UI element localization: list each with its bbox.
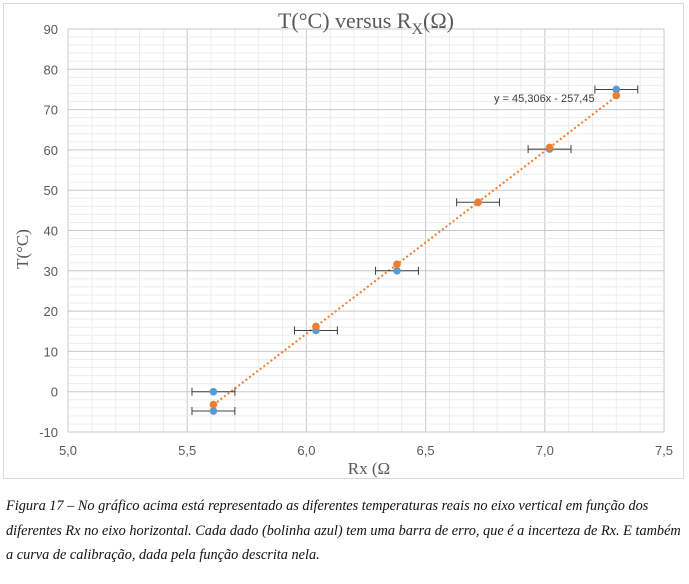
y-tick-label: 60 [44, 143, 58, 158]
x-tick-label: 5,0 [59, 443, 77, 458]
chart-area: 5,0 5,5 6,0 6,5 7,0 7,5 -10 0 10 20 30 40 50 60 70 80 90… [3, 3, 684, 479]
orange-data-point [612, 91, 621, 100]
y-tick-label: 40 [44, 224, 58, 239]
orange-data-point [393, 260, 401, 269]
y-tick-label: 0 [51, 385, 58, 400]
y-tick-label: 50 [44, 183, 58, 198]
x-tick-label: 7,5 [655, 443, 673, 458]
y-tick-label: 10 [44, 344, 58, 359]
trendline-layer [212, 95, 617, 406]
gridlines [67, 28, 665, 433]
y-tick-label: 20 [44, 304, 58, 319]
blue-data-point [209, 407, 218, 415]
y-tick-label: 80 [44, 62, 58, 77]
chart-title: T(°C) versus RX(Ω) [278, 8, 454, 38]
y-tick-label: -10 [39, 425, 58, 440]
orange-data-point [474, 198, 482, 207]
x-tick-label: 6,0 [297, 443, 315, 458]
y-axis-title: T(°C) [13, 229, 32, 269]
scatter-chart: 5,0 5,5 6,0 6,5 7,0 7,5 -10 0 10 20 30 40 50 60 70 80 90… [13, 8, 673, 478]
x-tick-label: 7,0 [536, 443, 554, 458]
x-tick-label: 6,5 [417, 443, 435, 458]
x-tick-label: 5,5 [178, 443, 196, 458]
y-tick-label: 30 [44, 264, 58, 279]
data-points [209, 85, 621, 415]
orange-data-point [312, 322, 320, 331]
trendline-equation: y = 45,306x - 257,45 [494, 93, 595, 105]
y-tick-label: 90 [44, 22, 58, 37]
trendline [212, 95, 617, 406]
tick-labels: 5,0 5,5 6,0 6,5 7,0 7,5 -10 0 10 20 30 40 50 60 70 80 90 [39, 22, 673, 458]
blue-data-point [393, 267, 401, 275]
x-axis-title: Rx (Ω [348, 459, 390, 478]
orange-data-point [209, 400, 218, 409]
blue-data-point [209, 387, 218, 396]
orange-data-point [545, 143, 554, 152]
y-tick-label: 70 [44, 103, 58, 118]
figure-caption: Figura 17 – No gráfico acima está repres… [6, 498, 681, 563]
blue-data-point [612, 85, 621, 94]
